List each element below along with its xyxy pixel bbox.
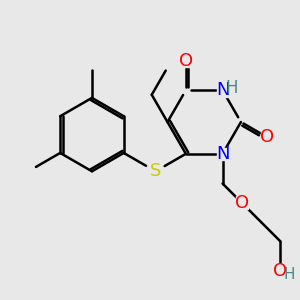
- Text: H: H: [226, 80, 238, 98]
- Text: N: N: [216, 145, 229, 163]
- Text: O: O: [273, 262, 287, 280]
- Text: H: H: [283, 267, 295, 282]
- Bar: [217, 84, 228, 97]
- Text: S: S: [150, 162, 161, 180]
- Bar: [226, 82, 238, 95]
- Bar: [217, 148, 228, 160]
- Bar: [150, 165, 161, 178]
- Bar: [180, 54, 192, 67]
- Bar: [274, 265, 286, 277]
- Text: O: O: [260, 128, 274, 146]
- Text: O: O: [179, 52, 193, 70]
- Text: O: O: [235, 194, 249, 212]
- Bar: [261, 130, 272, 143]
- Text: N: N: [216, 81, 229, 99]
- Bar: [283, 268, 295, 281]
- Bar: [236, 196, 248, 209]
